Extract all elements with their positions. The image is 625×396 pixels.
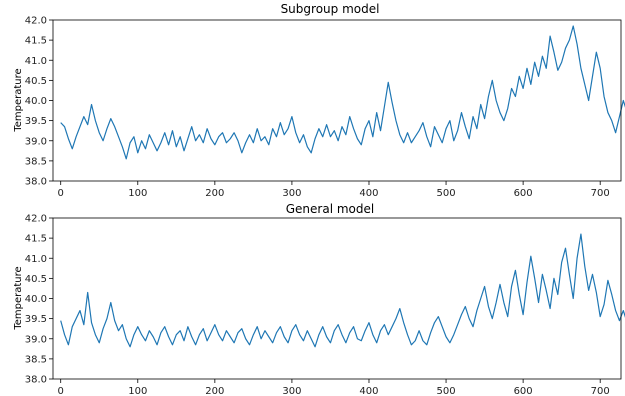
y-tick-label: 40.0 bbox=[25, 294, 47, 305]
x-tick-label: 300 bbox=[282, 386, 301, 396]
x-tick-label: 500 bbox=[437, 188, 456, 199]
x-tick-label: 100 bbox=[128, 386, 147, 396]
y-tick-label: 41.0 bbox=[25, 56, 47, 67]
chart-title: Subgroup model bbox=[281, 2, 380, 16]
y-tick-label: 39.5 bbox=[25, 314, 47, 325]
y-tick-label: 41.5 bbox=[25, 36, 47, 47]
y-tick-label: 38.0 bbox=[25, 375, 47, 386]
y-tick-label: 40.0 bbox=[25, 96, 47, 107]
x-ticks: 0 100 200 300 400 500 600 700 bbox=[58, 379, 610, 396]
x-tick-label: 0 bbox=[58, 386, 64, 396]
y-tick-label: 38.5 bbox=[25, 156, 47, 167]
general-panel: General model Temperature 38.0 38.5 39.0 39… bbox=[13, 202, 625, 396]
series-line bbox=[60, 25, 625, 160]
x-ticks: 0 100 200 300 400 500 600 700 bbox=[58, 181, 610, 199]
x-tick-label: 0 bbox=[58, 188, 64, 199]
x-tick-label: 200 bbox=[205, 386, 224, 396]
y-axis-label: Temperature bbox=[13, 68, 24, 132]
y-axis-label: Temperature bbox=[13, 266, 24, 330]
x-tick-label: 700 bbox=[591, 188, 610, 199]
x-tick-label: 300 bbox=[282, 188, 301, 199]
y-tick-label: 39.0 bbox=[25, 136, 47, 147]
x-tick-label: 200 bbox=[205, 188, 224, 199]
x-tick-label: 700 bbox=[591, 386, 610, 396]
y-ticks: 38.0 38.5 39.0 39.5 40.0 40.5 41.0 41.5 42.0 bbox=[25, 214, 53, 386]
plot-area bbox=[52, 19, 622, 182]
y-tick-label: 38.5 bbox=[25, 354, 47, 365]
y-tick-label: 39.0 bbox=[25, 334, 47, 345]
y-tick-label: 39.5 bbox=[25, 116, 47, 127]
y-tick-label: 41.0 bbox=[25, 254, 47, 265]
y-tick-label: 38.0 bbox=[25, 177, 47, 188]
x-tick-label: 600 bbox=[514, 386, 533, 396]
y-tick-label: 41.5 bbox=[25, 234, 47, 245]
chart-title: General model bbox=[286, 202, 374, 216]
x-tick-label: 600 bbox=[514, 188, 533, 199]
x-tick-label: 400 bbox=[359, 188, 378, 199]
y-tick-label: 42.0 bbox=[25, 214, 47, 225]
y-tick-label: 40.5 bbox=[25, 274, 47, 285]
x-tick-label: 100 bbox=[128, 188, 147, 199]
y-tick-label: 40.5 bbox=[25, 76, 47, 87]
x-tick-label: 500 bbox=[437, 386, 456, 396]
subgroup-panel: Subgroup model Temperature 38.038.539.03… bbox=[13, 2, 625, 199]
y-ticks: 38.0 38.5 39.0 39.5 40.0 40.5 41.0 41.5 42.0 bbox=[25, 16, 53, 188]
x-tick-label: 400 bbox=[359, 386, 378, 396]
y-tick-label: 42.0 bbox=[25, 16, 47, 27]
plot-area bbox=[52, 217, 622, 380]
series-line bbox=[60, 233, 625, 348]
